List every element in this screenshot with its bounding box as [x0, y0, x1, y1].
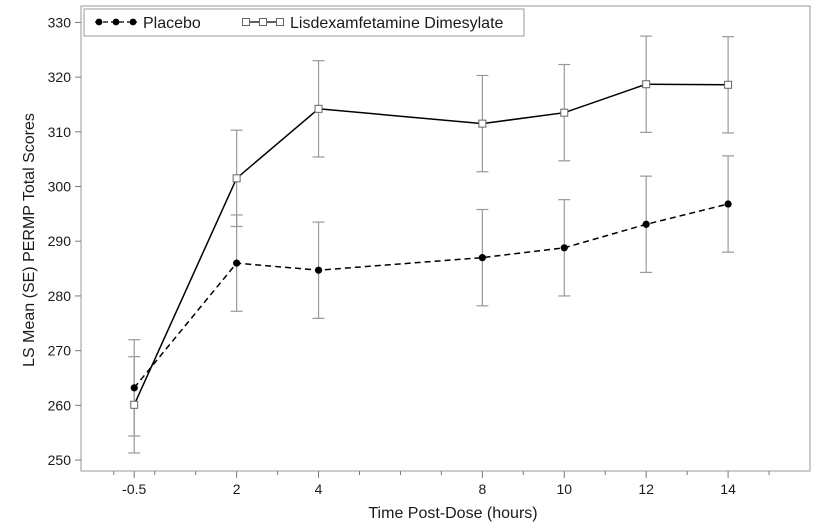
y-tick-label: 320	[48, 69, 72, 85]
x-tick-label: 8	[478, 481, 486, 497]
legend-item-lisdexamfetamine: Lisdexamfetamine Dimesylate	[242, 15, 504, 32]
lisdexamfetamine-point	[232, 174, 241, 183]
placebo-point	[314, 266, 323, 274]
lisdexamfetamine-point	[314, 104, 323, 113]
legend-placebo-marker	[129, 18, 137, 26]
y-tick-label: 260	[48, 397, 72, 413]
x-tick-label: 14	[720, 481, 736, 497]
lisdexamfetamine-point	[724, 80, 733, 89]
y-tick-label: 330	[48, 14, 72, 30]
legend-ldx-marker	[242, 18, 250, 26]
x-tick-label: -0.5	[122, 481, 146, 497]
placebo-point	[478, 254, 486, 262]
x-tick-label: 10	[556, 481, 572, 497]
placebo-point	[560, 244, 568, 252]
lisdexamfetamine-point	[560, 108, 569, 117]
y-tick-label: 250	[48, 452, 72, 468]
legend-placebo-marker	[95, 18, 103, 26]
placebo-point	[642, 220, 650, 228]
error-bars	[128, 35, 735, 454]
series-markers	[130, 80, 733, 409]
plot-frame	[80, 5, 811, 472]
legend-frame	[83, 8, 525, 37]
placebo-point	[233, 259, 241, 267]
legend-item-placebo: Placebo	[95, 15, 201, 32]
placebo-line	[133, 203, 729, 389]
x-tick-label: 12	[638, 481, 654, 497]
legend-placebo-label: Placebo	[143, 15, 201, 32]
placebo-point	[130, 384, 138, 392]
y-tick-label: 310	[48, 124, 72, 140]
legend-ldx-marker	[276, 18, 284, 26]
series-lines	[133, 83, 729, 406]
placebo-point	[724, 200, 732, 208]
y-axis: 250 260 270 280 290 300 310 320 330	[48, 14, 81, 468]
y-tick-label: 270	[48, 343, 72, 359]
lisdexamfetamine-point	[478, 119, 487, 128]
y-axis-title: LS Mean (SE) PERMP Total Scores	[21, 113, 38, 367]
y-tick-label: 300	[48, 179, 72, 195]
legend: Placebo Lisdexamfetamine Dimesylate	[83, 8, 525, 37]
y-tick-label: 290	[48, 233, 72, 249]
legend-placebo-marker	[112, 18, 120, 26]
legend-ldx-marker	[259, 18, 267, 26]
y-tick-label: 280	[48, 288, 72, 304]
lisdexamfetamine-line	[133, 83, 729, 406]
x-axis-title: Time Post-Dose (hours)	[368, 505, 537, 522]
legend-ldx-label: Lisdexamfetamine Dimesylate	[290, 15, 504, 32]
x-tick-label: 4	[315, 481, 323, 497]
x-tick-label: 2	[233, 481, 241, 497]
lisdexamfetamine-point	[642, 80, 651, 89]
lisdexamfetamine-point	[130, 400, 139, 409]
x-axis: -0.5 2 4 8 10 12 14	[113, 471, 770, 497]
